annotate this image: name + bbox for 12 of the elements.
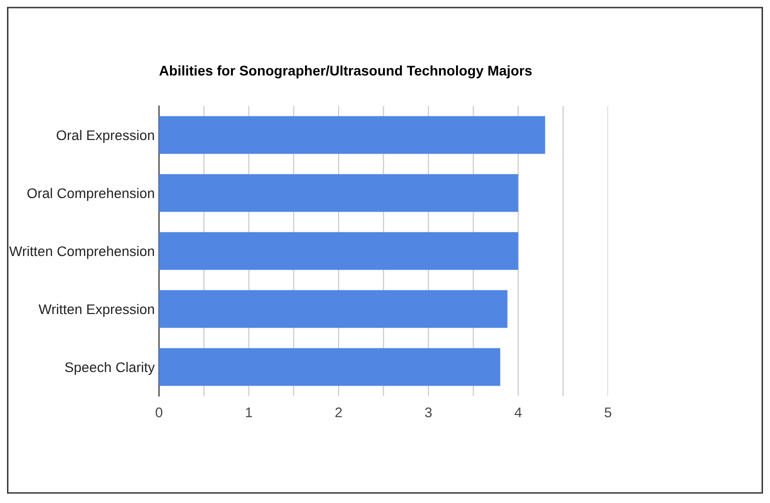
- x-tick-label: 5: [604, 408, 612, 418]
- y-tick-label: Oral Expression: [56, 130, 154, 143]
- x-tick-label: 3: [425, 407, 432, 418]
- x-tick-label: 2: [335, 407, 342, 418]
- chart-title: Abilities for Sonographer/Ultrasound Technology Majors: [159, 65, 532, 78]
- x-tick-label: 0: [156, 407, 162, 418]
- y-tick-label: Oral Comprehension: [27, 188, 154, 201]
- y-tick-label: Written Comprehension: [9, 246, 154, 259]
- x-tick-label: 1: [246, 408, 252, 418]
- x-tick-label: 4: [514, 408, 522, 418]
- y-tick-label: Written Expression: [38, 304, 154, 317]
- y-tick-label: Speech Clarity: [65, 362, 155, 375]
